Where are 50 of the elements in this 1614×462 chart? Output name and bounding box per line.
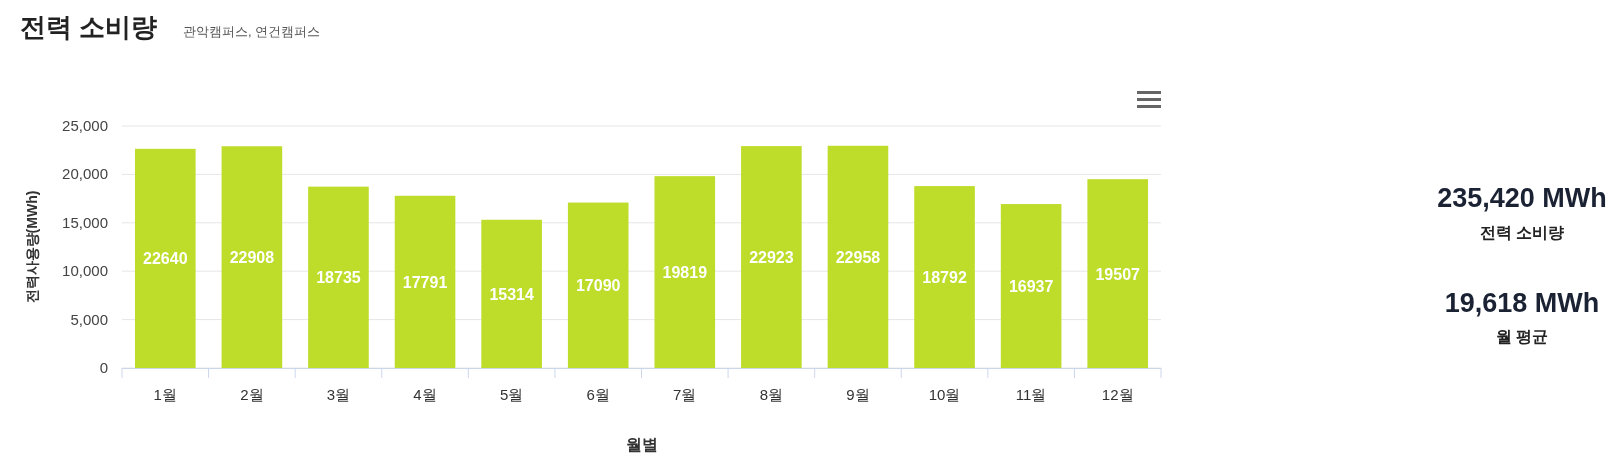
x-tick-label: 11월	[1015, 386, 1047, 403]
bar	[481, 219, 542, 368]
text: 19,618 MWh	[1444, 288, 1600, 318]
x-axis-title: 월별	[625, 436, 658, 453]
text: 전력 소비량	[1479, 224, 1565, 241]
data-label: 22908	[229, 249, 275, 267]
bar	[394, 195, 456, 368]
data-label: 17090	[575, 277, 621, 295]
x-tick-label: 1월	[153, 386, 177, 403]
y-tick-label: 0	[99, 359, 108, 376]
y-tick-label: 5,000	[70, 310, 108, 328]
bar	[221, 146, 283, 368]
data-label: 22958	[835, 248, 881, 266]
bar	[134, 148, 196, 368]
x-tick-label: 10월	[928, 386, 961, 403]
bar	[308, 186, 369, 368]
bar	[741, 146, 802, 368]
data-label: 18735	[316, 269, 361, 287]
data-label: 18792	[922, 269, 967, 287]
y-tick-label: 15,000	[62, 213, 108, 231]
chart-title: 전력 소비량	[20, 12, 158, 42]
x-tick-label: 12월	[1101, 386, 1134, 403]
data-label: 15314	[489, 285, 534, 303]
data-label: 16937	[1008, 278, 1054, 296]
x-tick-label: 5월	[499, 386, 524, 403]
bar	[1087, 179, 1149, 368]
x-tick-label: 4월	[413, 386, 437, 403]
data-label: 19819	[662, 264, 708, 282]
x-tick-label: 7월	[673, 386, 697, 403]
text: 월 평균	[1495, 328, 1549, 345]
data-label: 19507	[1095, 265, 1141, 283]
x-tick-label: 8월	[759, 386, 784, 403]
y-tick-label: 10,000	[62, 262, 108, 280]
x-tick-label: 3월	[326, 386, 351, 403]
bar	[827, 145, 889, 368]
data-label: 22640	[143, 250, 188, 268]
x-tick-label: 9월	[846, 386, 870, 403]
x-tick-label: 2월	[240, 386, 264, 403]
y-tick-label: 20,000	[62, 165, 108, 183]
y-tick-label: 25,000	[62, 117, 108, 134]
text: 235,420 MWh	[1437, 183, 1607, 213]
bar	[1000, 204, 1062, 368]
data-label: 22923	[749, 249, 794, 267]
bar	[567, 202, 629, 368]
bar	[914, 186, 975, 368]
y-axis-title: 전력사용량(MWh)	[24, 190, 40, 304]
x-tick-label: 6월	[586, 386, 610, 403]
data-label: 17791	[402, 273, 448, 291]
bar	[654, 176, 716, 368]
chart-subtitle: 관악캠퍼스, 연건캠퍼스	[183, 24, 321, 39]
